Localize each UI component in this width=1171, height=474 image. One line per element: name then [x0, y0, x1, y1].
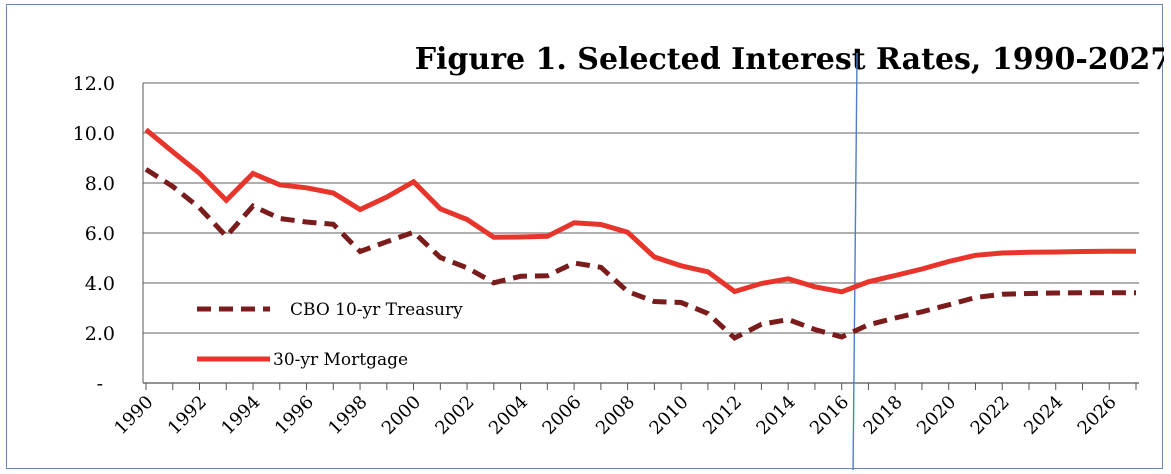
series-line-cbo-10-yr-treasury [144, 167, 1136, 342]
x-tick-label: 2000 [378, 392, 425, 439]
y-axis-ticks: - 2.0 4.0 6.0 8.0 10.0 12.0 [73, 73, 115, 395]
x-tick-label: 2026 [1074, 392, 1121, 439]
chart-frame: Figure 1. Selected Interest Rates, 1990-… [6, 4, 1164, 470]
y-tick-label: 12.0 [73, 73, 115, 95]
x-tick-label: 1990 [110, 392, 157, 439]
legend-label-cbo-10-yr-treasury: CBO 10-yr Treasury [290, 300, 463, 320]
x-tick-label: 2016 [806, 392, 853, 439]
x-tick-label: 2004 [485, 392, 532, 439]
x-tick-label: 2024 [1020, 392, 1067, 439]
interest-rate-chart: Figure 1. Selected Interest Rates, 1990-… [73, 42, 1164, 470]
x-tick-label: 1996 [271, 392, 318, 439]
legend: CBO 10-yr Treasury 30-yr Mortgage [197, 300, 463, 370]
y-tick-label: - [97, 373, 103, 395]
gridlines [143, 82, 1139, 334]
x-tick-label: 2002 [431, 392, 478, 439]
y-tick-label: 6.0 [85, 223, 115, 245]
y-tick-label: 2.0 [85, 323, 115, 345]
x-tick-label: 1992 [164, 392, 211, 439]
y-tick-label: 8.0 [85, 173, 115, 195]
legend-label-30-yr-mortgage: 30-yr Mortgage [273, 350, 408, 370]
x-tick-label: 2022 [967, 392, 1014, 439]
x-tick-label: 2014 [752, 392, 799, 439]
x-tick-label: 2020 [913, 392, 960, 439]
x-tick-label: 2006 [538, 392, 585, 439]
x-axis: 1990 1992 1994 1996 1998 2000 2002 2004 2006 2008… [110, 83, 1139, 439]
x-tick-label: 2012 [699, 392, 746, 439]
chart-title: Figure 1. Selected Interest Rates, 1990-… [415, 42, 1164, 77]
series-line-30-yr-mortgage [144, 127, 1136, 295]
y-tick-label: 4.0 [85, 273, 115, 295]
series-lines [144, 127, 1136, 342]
y-tick-label: 10.0 [73, 123, 115, 145]
x-tick-label: 1998 [324, 392, 371, 439]
x-tick-label: 1994 [217, 392, 264, 439]
forecast-divider [852, 52, 858, 470]
forecast-divider-line [852, 52, 858, 470]
x-tick-label: 2018 [859, 392, 906, 439]
x-tick-label: 2010 [645, 392, 692, 439]
x-tick-label: 2008 [592, 392, 639, 439]
